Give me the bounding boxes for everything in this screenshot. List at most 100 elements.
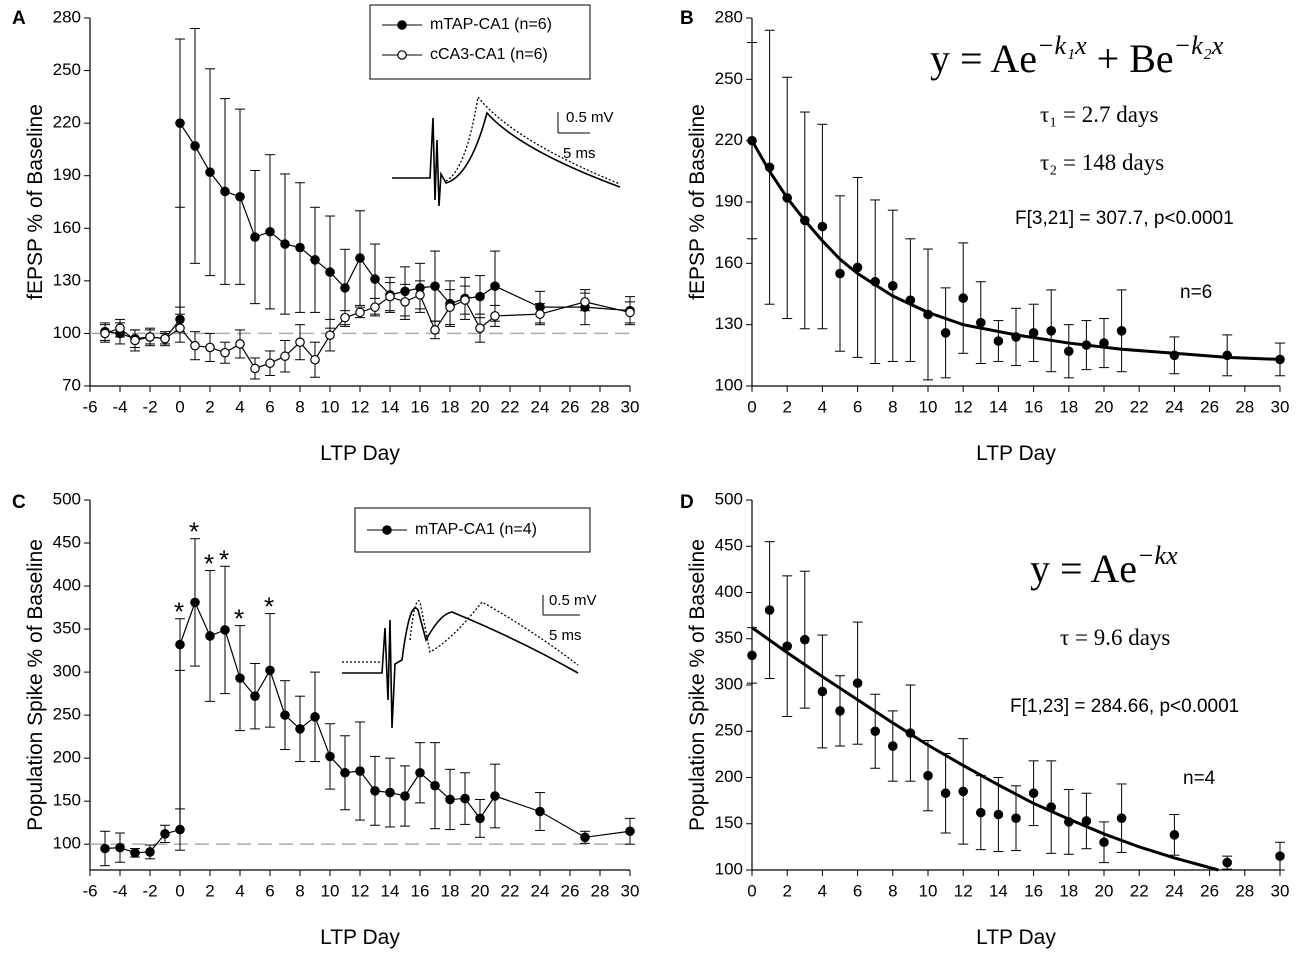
x-tick-label: -2 xyxy=(142,397,157,416)
x-tick-label: 30 xyxy=(1271,881,1290,900)
data-point xyxy=(1169,830,1180,840)
y-tick-label: 280 xyxy=(53,7,81,26)
data-point xyxy=(160,829,170,839)
y-tick-label: 500 xyxy=(53,489,81,508)
data-point xyxy=(280,710,290,720)
data-point xyxy=(400,297,410,307)
scale-time: 5 ms xyxy=(563,145,596,162)
significance-label: * xyxy=(234,604,244,634)
y-tick-label: 220 xyxy=(715,130,743,149)
y-tick-label: 70 xyxy=(62,375,81,394)
annotation: n=4 xyxy=(1183,768,1216,789)
data-point xyxy=(1169,350,1180,361)
y-tick-label: 100 xyxy=(53,323,81,342)
data-point xyxy=(145,332,155,342)
data-point xyxy=(115,842,125,853)
data-point xyxy=(310,354,320,365)
data-point xyxy=(887,281,898,291)
x-tick-label: -2 xyxy=(142,881,157,900)
legend-marker xyxy=(382,525,392,535)
x-tick-label: 24 xyxy=(531,397,550,416)
y-tick-label: 450 xyxy=(53,533,81,552)
legend-box xyxy=(369,4,591,80)
data-point xyxy=(265,665,275,676)
data-point xyxy=(958,786,968,797)
data-point xyxy=(1116,325,1127,336)
data-point xyxy=(325,751,335,762)
data-point xyxy=(1222,857,1232,868)
x-tick-label: 6 xyxy=(265,397,274,416)
data-point xyxy=(958,293,968,303)
x-tick-label: 6 xyxy=(853,881,862,900)
x-tick-label: 14 xyxy=(381,397,400,416)
legend-label: mTAP-CA1 (n=6) xyxy=(430,16,552,33)
data-point xyxy=(1011,332,1021,342)
x-tick-label: 28 xyxy=(591,397,610,416)
data-point xyxy=(923,309,933,320)
data-point xyxy=(175,824,185,835)
data-point xyxy=(400,791,410,801)
data-point xyxy=(1081,340,1092,350)
data-point xyxy=(764,162,775,173)
data-point xyxy=(799,215,810,226)
x-tick-label: -6 xyxy=(82,881,97,900)
data-point xyxy=(993,809,1004,820)
data-point xyxy=(1099,837,1109,848)
data-point xyxy=(535,806,545,817)
equation-exponent: −kx xyxy=(1137,541,1178,570)
x-tick-label: 18 xyxy=(441,397,460,416)
data-point xyxy=(190,340,200,351)
data-point xyxy=(295,337,305,347)
x-tick-label: 30 xyxy=(621,881,640,900)
data-point xyxy=(923,770,933,781)
y-tick-label: 220 xyxy=(53,113,81,132)
x-tick-label: 10 xyxy=(321,881,340,900)
data-point xyxy=(100,843,110,854)
trace-solid xyxy=(342,607,579,729)
y-tick-label: 150 xyxy=(715,813,743,832)
data-point xyxy=(1222,350,1232,361)
data-point xyxy=(475,813,485,824)
data-point xyxy=(835,268,845,279)
data-point xyxy=(490,791,500,801)
data-point xyxy=(310,255,320,265)
data-point xyxy=(205,342,215,353)
panel-letter: A xyxy=(12,8,26,29)
data-point xyxy=(205,167,215,178)
x-tick-label: 6 xyxy=(265,881,274,900)
data-point xyxy=(220,186,230,197)
data-point xyxy=(535,309,545,319)
x-tick-label: 16 xyxy=(1024,397,1043,416)
y-tick-label: 200 xyxy=(715,767,743,786)
data-point xyxy=(747,135,757,146)
data-point xyxy=(460,793,470,804)
annotation: τ = 9.6 days xyxy=(1060,625,1170,650)
data-point xyxy=(235,673,245,683)
y-tick-label: 190 xyxy=(715,191,743,210)
equation-term: y = Ae xyxy=(1030,546,1137,591)
data-point xyxy=(870,726,880,737)
y-tick-label: 100 xyxy=(715,859,743,878)
data-point xyxy=(235,191,245,202)
data-point xyxy=(415,767,425,778)
equation-term: + Be xyxy=(1087,36,1174,81)
data-point xyxy=(940,328,951,338)
data-point xyxy=(1275,354,1285,365)
x-axis-label: LTP Day xyxy=(320,926,400,949)
data-point xyxy=(799,634,810,645)
x-tick-label: 22 xyxy=(1130,397,1149,416)
significance-label: * xyxy=(204,549,214,579)
data-point xyxy=(115,323,125,333)
significance-label: * xyxy=(174,597,184,627)
x-tick-label: 24 xyxy=(1165,881,1184,900)
annotation: τ₁ = 2.7 days xyxy=(1040,102,1158,127)
data-point xyxy=(870,276,880,287)
x-tick-label: 20 xyxy=(471,881,490,900)
x-tick-label: 18 xyxy=(441,881,460,900)
series-line xyxy=(104,121,631,340)
y-tick-label: 190 xyxy=(53,165,81,184)
data-point xyxy=(993,336,1004,346)
y-axis-label: Population Spike % of Baseline xyxy=(686,539,709,831)
x-tick-label: 2 xyxy=(205,397,214,416)
trace-solid xyxy=(392,111,621,207)
